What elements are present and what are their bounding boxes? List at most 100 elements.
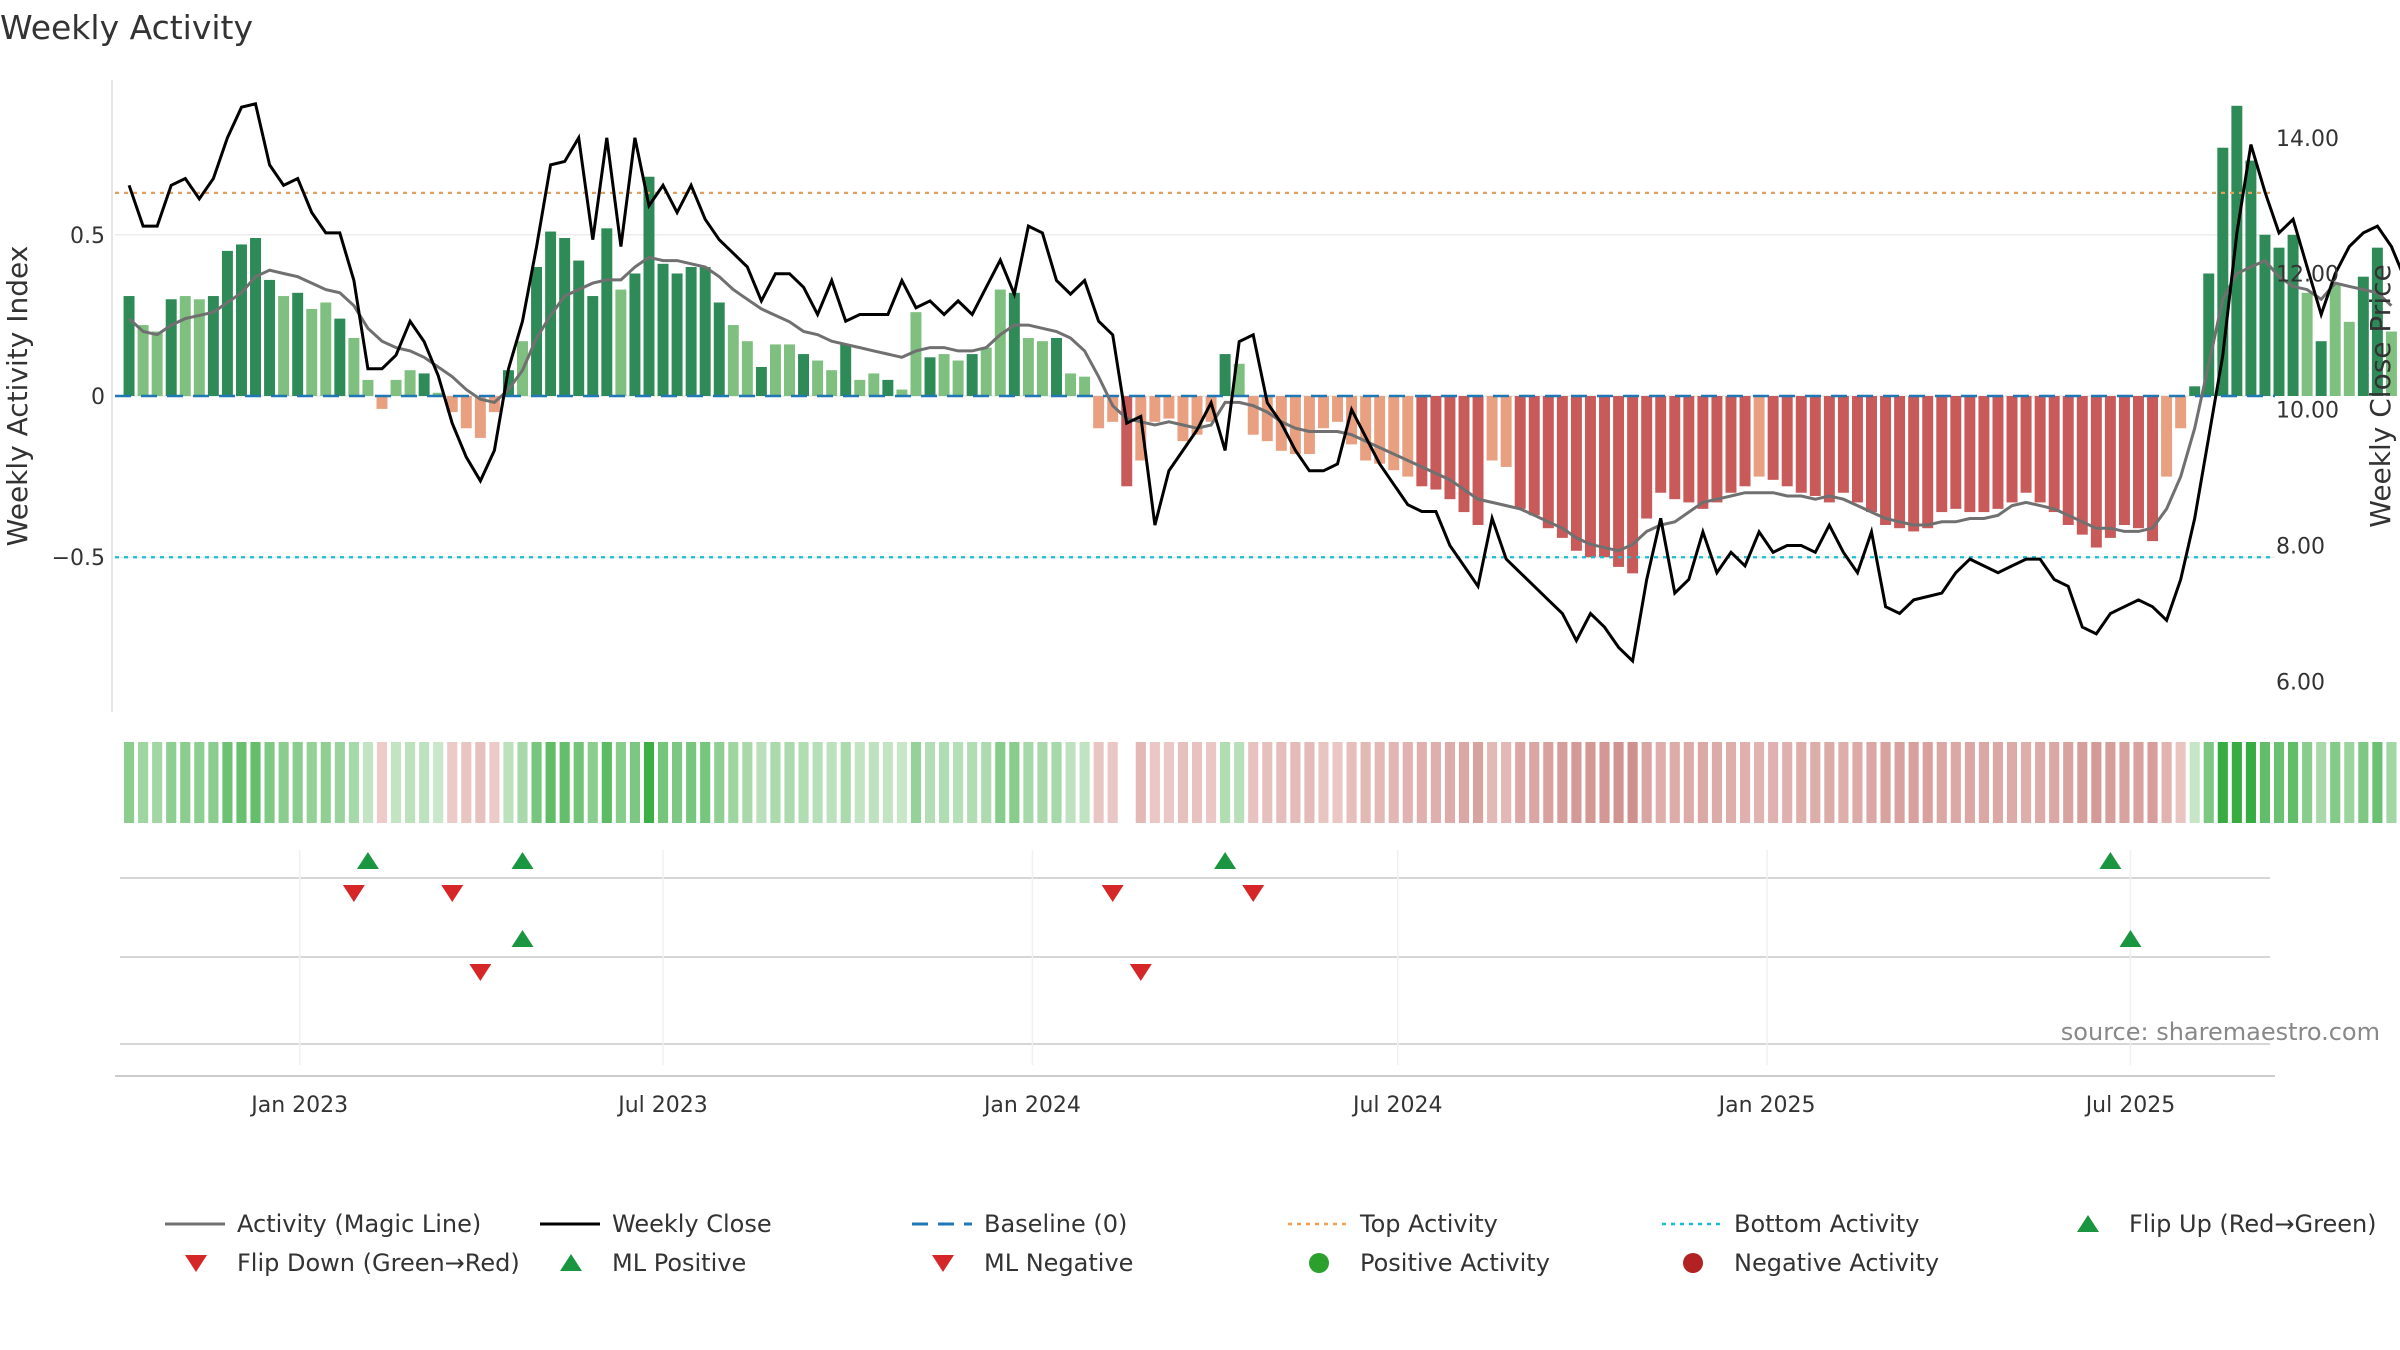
- heat-cell: [1079, 742, 1090, 823]
- activity-bar: [1683, 396, 1695, 503]
- activity-bar: [1711, 396, 1723, 503]
- activity-bar: [2020, 396, 2032, 493]
- flip-up-marker: [356, 852, 379, 869]
- heat-cell: [1487, 742, 1498, 823]
- x-tick-label: Jul 2024: [1351, 1093, 1443, 1118]
- activity-bar: [559, 238, 571, 396]
- activity-bar: [1823, 396, 1835, 503]
- heat-cell: [1276, 742, 1287, 823]
- heat-cell: [1754, 742, 1765, 823]
- flip-up-marker: [1214, 852, 1237, 869]
- activity-bar: [1613, 396, 1625, 567]
- y-right-tick-label: 6.00: [2276, 670, 2325, 695]
- activity-bar: [1894, 396, 1906, 529]
- heat-cell: [1613, 742, 1624, 823]
- activity-bar: [278, 296, 290, 396]
- heat-cell: [1065, 742, 1076, 823]
- legend-item: Top Activity: [1288, 1210, 1498, 1238]
- activity-bar: [1500, 396, 1512, 467]
- activity-bar: [1936, 396, 1948, 513]
- activity-bar: [1051, 337, 1062, 396]
- activity-bar: [404, 370, 416, 396]
- heat-cell: [1051, 742, 1062, 823]
- activity-bar: [840, 344, 852, 396]
- heat-cell: [1922, 742, 1933, 823]
- y-right-axis-title: Weekly Close Price: [2364, 264, 2397, 527]
- heat-cell: [981, 742, 992, 823]
- heat-cell: [798, 742, 809, 823]
- activity-bar: [1107, 396, 1119, 422]
- heat-cell: [461, 742, 472, 823]
- heat-cell: [1683, 742, 1694, 823]
- heat-cell: [1444, 742, 1456, 823]
- heat-cell: [250, 742, 261, 823]
- activity-bar: [250, 238, 261, 396]
- heat-cell: [1149, 742, 1160, 823]
- activity-bar: [1177, 396, 1189, 442]
- heat-cell: [1978, 742, 1989, 823]
- activity-bar: [2287, 234, 2299, 396]
- event-panels: [120, 850, 2270, 1065]
- y-right-tick-label: 8.00: [2276, 535, 2325, 560]
- activity-bar: [1739, 396, 1751, 487]
- activity-bar: [2371, 247, 2383, 396]
- activity-bar: [2062, 396, 2074, 525]
- activity-bar: [2175, 396, 2187, 429]
- heat-cell: [1585, 742, 1596, 823]
- heat-cell: [2049, 742, 2060, 823]
- heat-cell: [784, 742, 795, 823]
- heat-cell: [292, 742, 303, 823]
- activity-bar: [1922, 396, 1934, 529]
- activity-bar: [1809, 396, 1821, 496]
- heat-cell: [362, 742, 373, 823]
- activity-bar: [306, 308, 318, 396]
- activity-bar: [1332, 396, 1344, 422]
- heat-cell: [812, 742, 823, 823]
- heat-cell: [2006, 742, 2018, 823]
- legend-item: Baseline (0): [912, 1210, 1127, 1238]
- activity-bar: [1360, 396, 1372, 461]
- heat-cell: [236, 742, 247, 823]
- heat-cell: [1529, 742, 1540, 823]
- legend-swatch-dot: [1309, 1253, 1329, 1273]
- activity-bar: [2315, 341, 2327, 396]
- activity-bar: [910, 312, 922, 396]
- heat-cell: [896, 742, 907, 823]
- heat-cell: [995, 742, 1006, 823]
- heat-cell: [152, 742, 163, 823]
- activity-bar: [1458, 396, 1470, 513]
- heat-cell: [1318, 742, 1329, 823]
- heat-cell: [2231, 742, 2242, 823]
- heat-cell: [1501, 742, 1512, 823]
- heat-cell: [2372, 742, 2383, 823]
- activity-bar: [1599, 396, 1610, 558]
- activity-bar: [1767, 396, 1779, 480]
- heat-cell: [1163, 742, 1174, 823]
- heat-cell: [517, 742, 528, 823]
- heat-cell: [2161, 742, 2172, 823]
- activity-bar: [1725, 396, 1737, 493]
- y-tick-label: 0.5: [70, 224, 105, 249]
- heat-cell: [1950, 742, 1961, 823]
- series-lines: [127, 101, 2400, 665]
- activity-bar: [1233, 363, 1245, 396]
- heat-cell: [2147, 742, 2158, 823]
- heat-cell: [910, 742, 922, 823]
- activity-bar: [2161, 396, 2173, 477]
- heat-cell: [376, 742, 388, 823]
- legend-label: Flip Up (Red→Green): [2129, 1210, 2377, 1238]
- activity-bar: [418, 373, 430, 396]
- heat-cell: [1248, 742, 1259, 823]
- heat-cell: [320, 742, 331, 823]
- activity-bar: [2217, 147, 2229, 396]
- activity-bar: [2147, 396, 2159, 542]
- activity-bar: [2048, 396, 2060, 513]
- activity-bar: [1514, 396, 1526, 509]
- heat-cell: [433, 742, 444, 823]
- activity-bar: [1528, 396, 1540, 516]
- heat-cell: [2063, 742, 2074, 823]
- activity-bar: [362, 379, 374, 396]
- activity-bar: [2034, 396, 2046, 503]
- heat-cell: [1374, 742, 1385, 823]
- activity-bar: [502, 370, 514, 396]
